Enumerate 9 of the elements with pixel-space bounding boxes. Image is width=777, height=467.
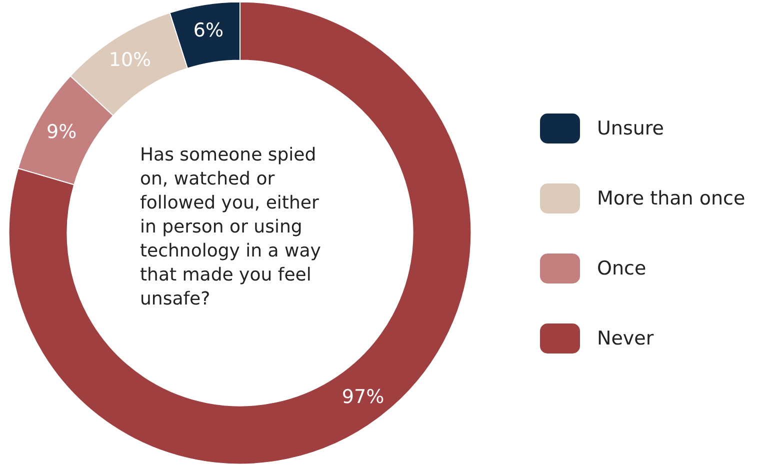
text: Has someone spied on, watched or followed you, either in person or using technology in a way that made you feel unsafe? (140, 144, 327, 310)
data-label: 97% (342, 386, 384, 408)
data-label: 6% (193, 19, 224, 42)
data-label: 10% (108, 49, 152, 72)
legend-label: Unsure (597, 118, 664, 140)
data-label: 9% (46, 121, 77, 144)
legend-label: Never (597, 328, 654, 350)
legend-label: Once (597, 258, 646, 280)
legend-label: More than once (597, 188, 746, 210)
